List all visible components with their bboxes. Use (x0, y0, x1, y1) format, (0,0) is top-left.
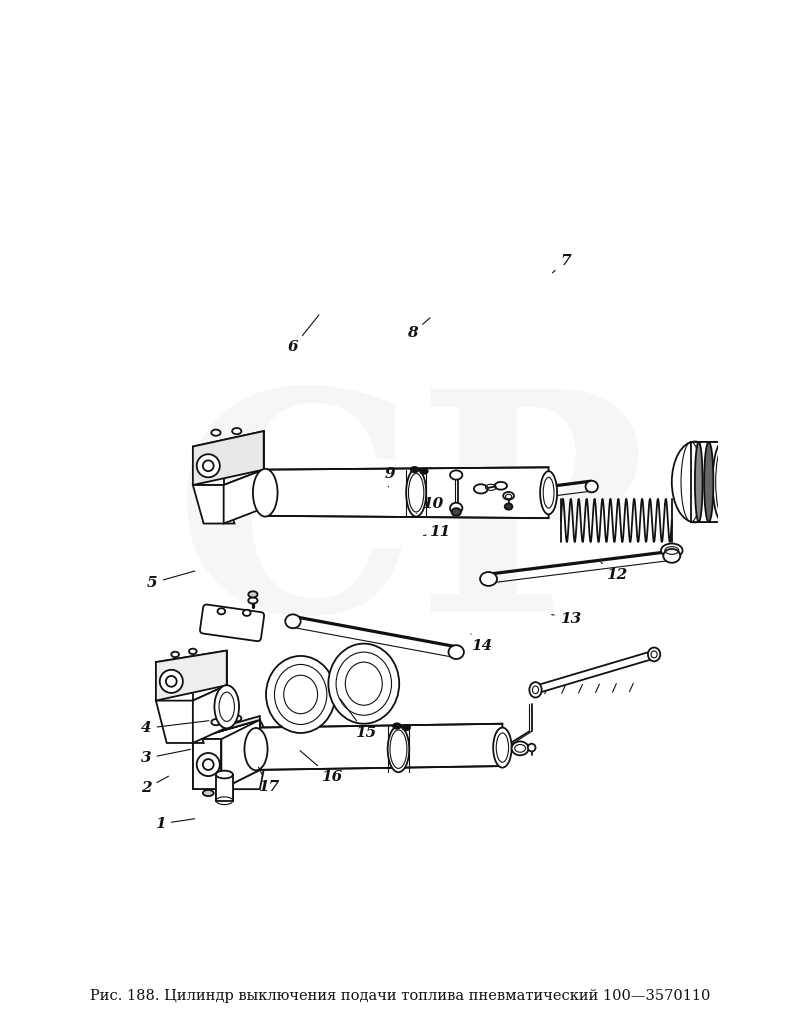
Ellipse shape (512, 742, 529, 755)
Ellipse shape (406, 469, 426, 516)
Ellipse shape (214, 685, 239, 728)
Text: 6: 6 (288, 315, 319, 355)
Text: 1: 1 (155, 817, 194, 831)
Text: 15: 15 (340, 699, 376, 740)
Text: Рис. 188. Цилиндр выключения подачи топлива пневматический 100—3570110: Рис. 188. Цилиндр выключения подачи топл… (90, 989, 710, 1003)
Ellipse shape (189, 648, 197, 654)
Text: 9: 9 (385, 467, 396, 487)
Ellipse shape (540, 471, 557, 514)
Polygon shape (156, 701, 204, 743)
Ellipse shape (648, 647, 660, 662)
Polygon shape (222, 720, 260, 789)
Ellipse shape (713, 442, 733, 522)
Text: СР: СР (174, 381, 646, 676)
Ellipse shape (493, 727, 512, 767)
Ellipse shape (663, 549, 680, 563)
Polygon shape (193, 720, 270, 789)
Ellipse shape (503, 491, 514, 500)
Ellipse shape (216, 771, 233, 779)
Ellipse shape (474, 484, 488, 494)
Ellipse shape (197, 753, 220, 776)
Ellipse shape (232, 715, 242, 721)
Text: 7: 7 (553, 253, 570, 273)
Ellipse shape (410, 467, 418, 472)
Text: 13: 13 (552, 613, 581, 626)
Polygon shape (691, 442, 724, 522)
Ellipse shape (530, 682, 542, 698)
Text: 10: 10 (416, 497, 443, 513)
Ellipse shape (203, 461, 214, 471)
Ellipse shape (695, 442, 702, 522)
Ellipse shape (286, 615, 301, 628)
Ellipse shape (253, 469, 278, 516)
Text: 11: 11 (423, 525, 450, 540)
Ellipse shape (266, 656, 335, 733)
Ellipse shape (449, 645, 464, 659)
Ellipse shape (328, 643, 399, 723)
Polygon shape (193, 685, 226, 743)
Ellipse shape (661, 544, 682, 557)
Text: 14: 14 (471, 634, 492, 654)
Ellipse shape (203, 759, 214, 770)
Ellipse shape (248, 591, 258, 597)
Ellipse shape (420, 469, 428, 474)
Text: 3: 3 (141, 749, 190, 765)
Ellipse shape (450, 470, 462, 479)
Ellipse shape (586, 481, 598, 492)
Ellipse shape (160, 670, 183, 693)
Ellipse shape (402, 725, 410, 731)
Ellipse shape (171, 652, 179, 657)
Text: 4: 4 (141, 720, 209, 736)
Ellipse shape (704, 442, 714, 522)
Text: 16: 16 (300, 751, 342, 784)
Text: 5: 5 (147, 571, 195, 590)
Polygon shape (534, 649, 656, 695)
Ellipse shape (451, 508, 461, 516)
Ellipse shape (393, 723, 401, 728)
Ellipse shape (211, 719, 221, 725)
Polygon shape (156, 650, 226, 701)
Polygon shape (193, 431, 264, 485)
Ellipse shape (528, 744, 535, 751)
Ellipse shape (211, 430, 221, 436)
Polygon shape (193, 485, 234, 523)
Ellipse shape (243, 609, 250, 616)
Ellipse shape (232, 428, 242, 434)
Ellipse shape (388, 726, 410, 773)
Text: 2: 2 (141, 777, 169, 795)
Ellipse shape (505, 504, 513, 510)
Ellipse shape (218, 608, 226, 615)
Ellipse shape (248, 597, 258, 603)
FancyBboxPatch shape (200, 604, 264, 641)
Ellipse shape (197, 455, 220, 477)
Ellipse shape (245, 728, 267, 771)
Polygon shape (216, 775, 233, 800)
Polygon shape (256, 723, 502, 770)
Polygon shape (266, 467, 549, 518)
Ellipse shape (450, 503, 462, 513)
Ellipse shape (166, 676, 177, 686)
Polygon shape (193, 716, 260, 739)
Polygon shape (193, 739, 222, 789)
Ellipse shape (480, 573, 497, 586)
Ellipse shape (494, 482, 507, 489)
Ellipse shape (203, 790, 214, 796)
Polygon shape (224, 470, 264, 523)
Ellipse shape (672, 441, 718, 522)
Text: 8: 8 (407, 318, 430, 341)
Text: 12: 12 (601, 562, 628, 582)
Text: 17: 17 (258, 767, 279, 794)
